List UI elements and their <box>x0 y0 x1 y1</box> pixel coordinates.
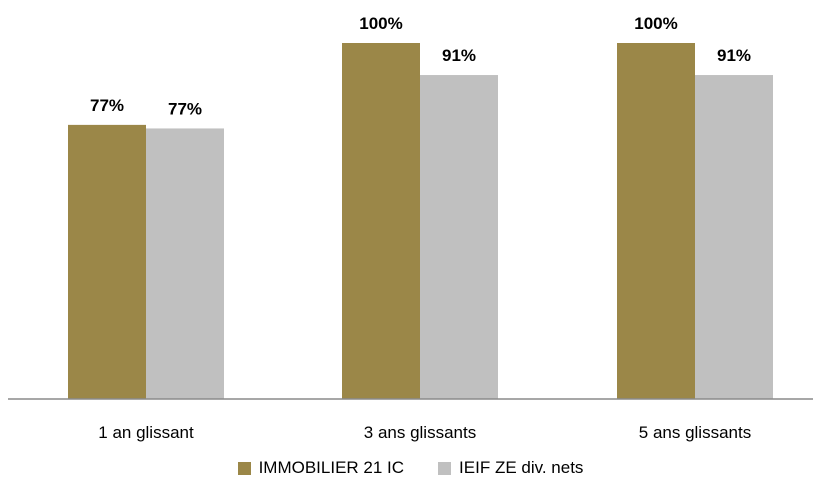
x-tick-label-3: 5 ans glissants <box>639 423 751 442</box>
data-label-series-1-2: 100% <box>359 14 402 33</box>
data-label-series-2-3: 91% <box>717 46 751 65</box>
data-label-series-1-3: 100% <box>634 14 677 33</box>
data-label-series-2-1: 77% <box>168 99 202 118</box>
bar-series-2-2 <box>420 75 498 399</box>
legend-item-series-2: IEIF ZE div. nets <box>438 458 583 478</box>
legend-swatch-series-2 <box>438 461 452 475</box>
bar-series-2-3 <box>695 75 773 399</box>
bar-series-1-2 <box>342 43 420 399</box>
legend: IMMOBILIER 21 IC IEIF ZE div. nets <box>0 455 821 481</box>
data-label-series-1-1: 77% <box>90 96 124 115</box>
legend-item-series-1: IMMOBILIER 21 IC <box>237 458 405 478</box>
x-tick-label-1: 1 an glissant <box>98 423 194 442</box>
bar-chart: 77% 100% 100% 77% 91% 91% 1 an glissant 3 ans … <box>8 14 813 442</box>
bar-series-1-3 <box>617 43 695 399</box>
data-label-series-2-2: 91% <box>442 46 476 65</box>
legend-swatch-series-1 <box>237 461 251 475</box>
bar-series-2-1 <box>146 128 224 399</box>
bar-series-1-1 <box>68 124 146 399</box>
legend-label-series-1: IMMOBILIER 21 IC <box>258 458 405 477</box>
legend-label-series-2: IEIF ZE div. nets <box>459 458 584 477</box>
x-tick-label-2: 3 ans glissants <box>364 423 476 442</box>
